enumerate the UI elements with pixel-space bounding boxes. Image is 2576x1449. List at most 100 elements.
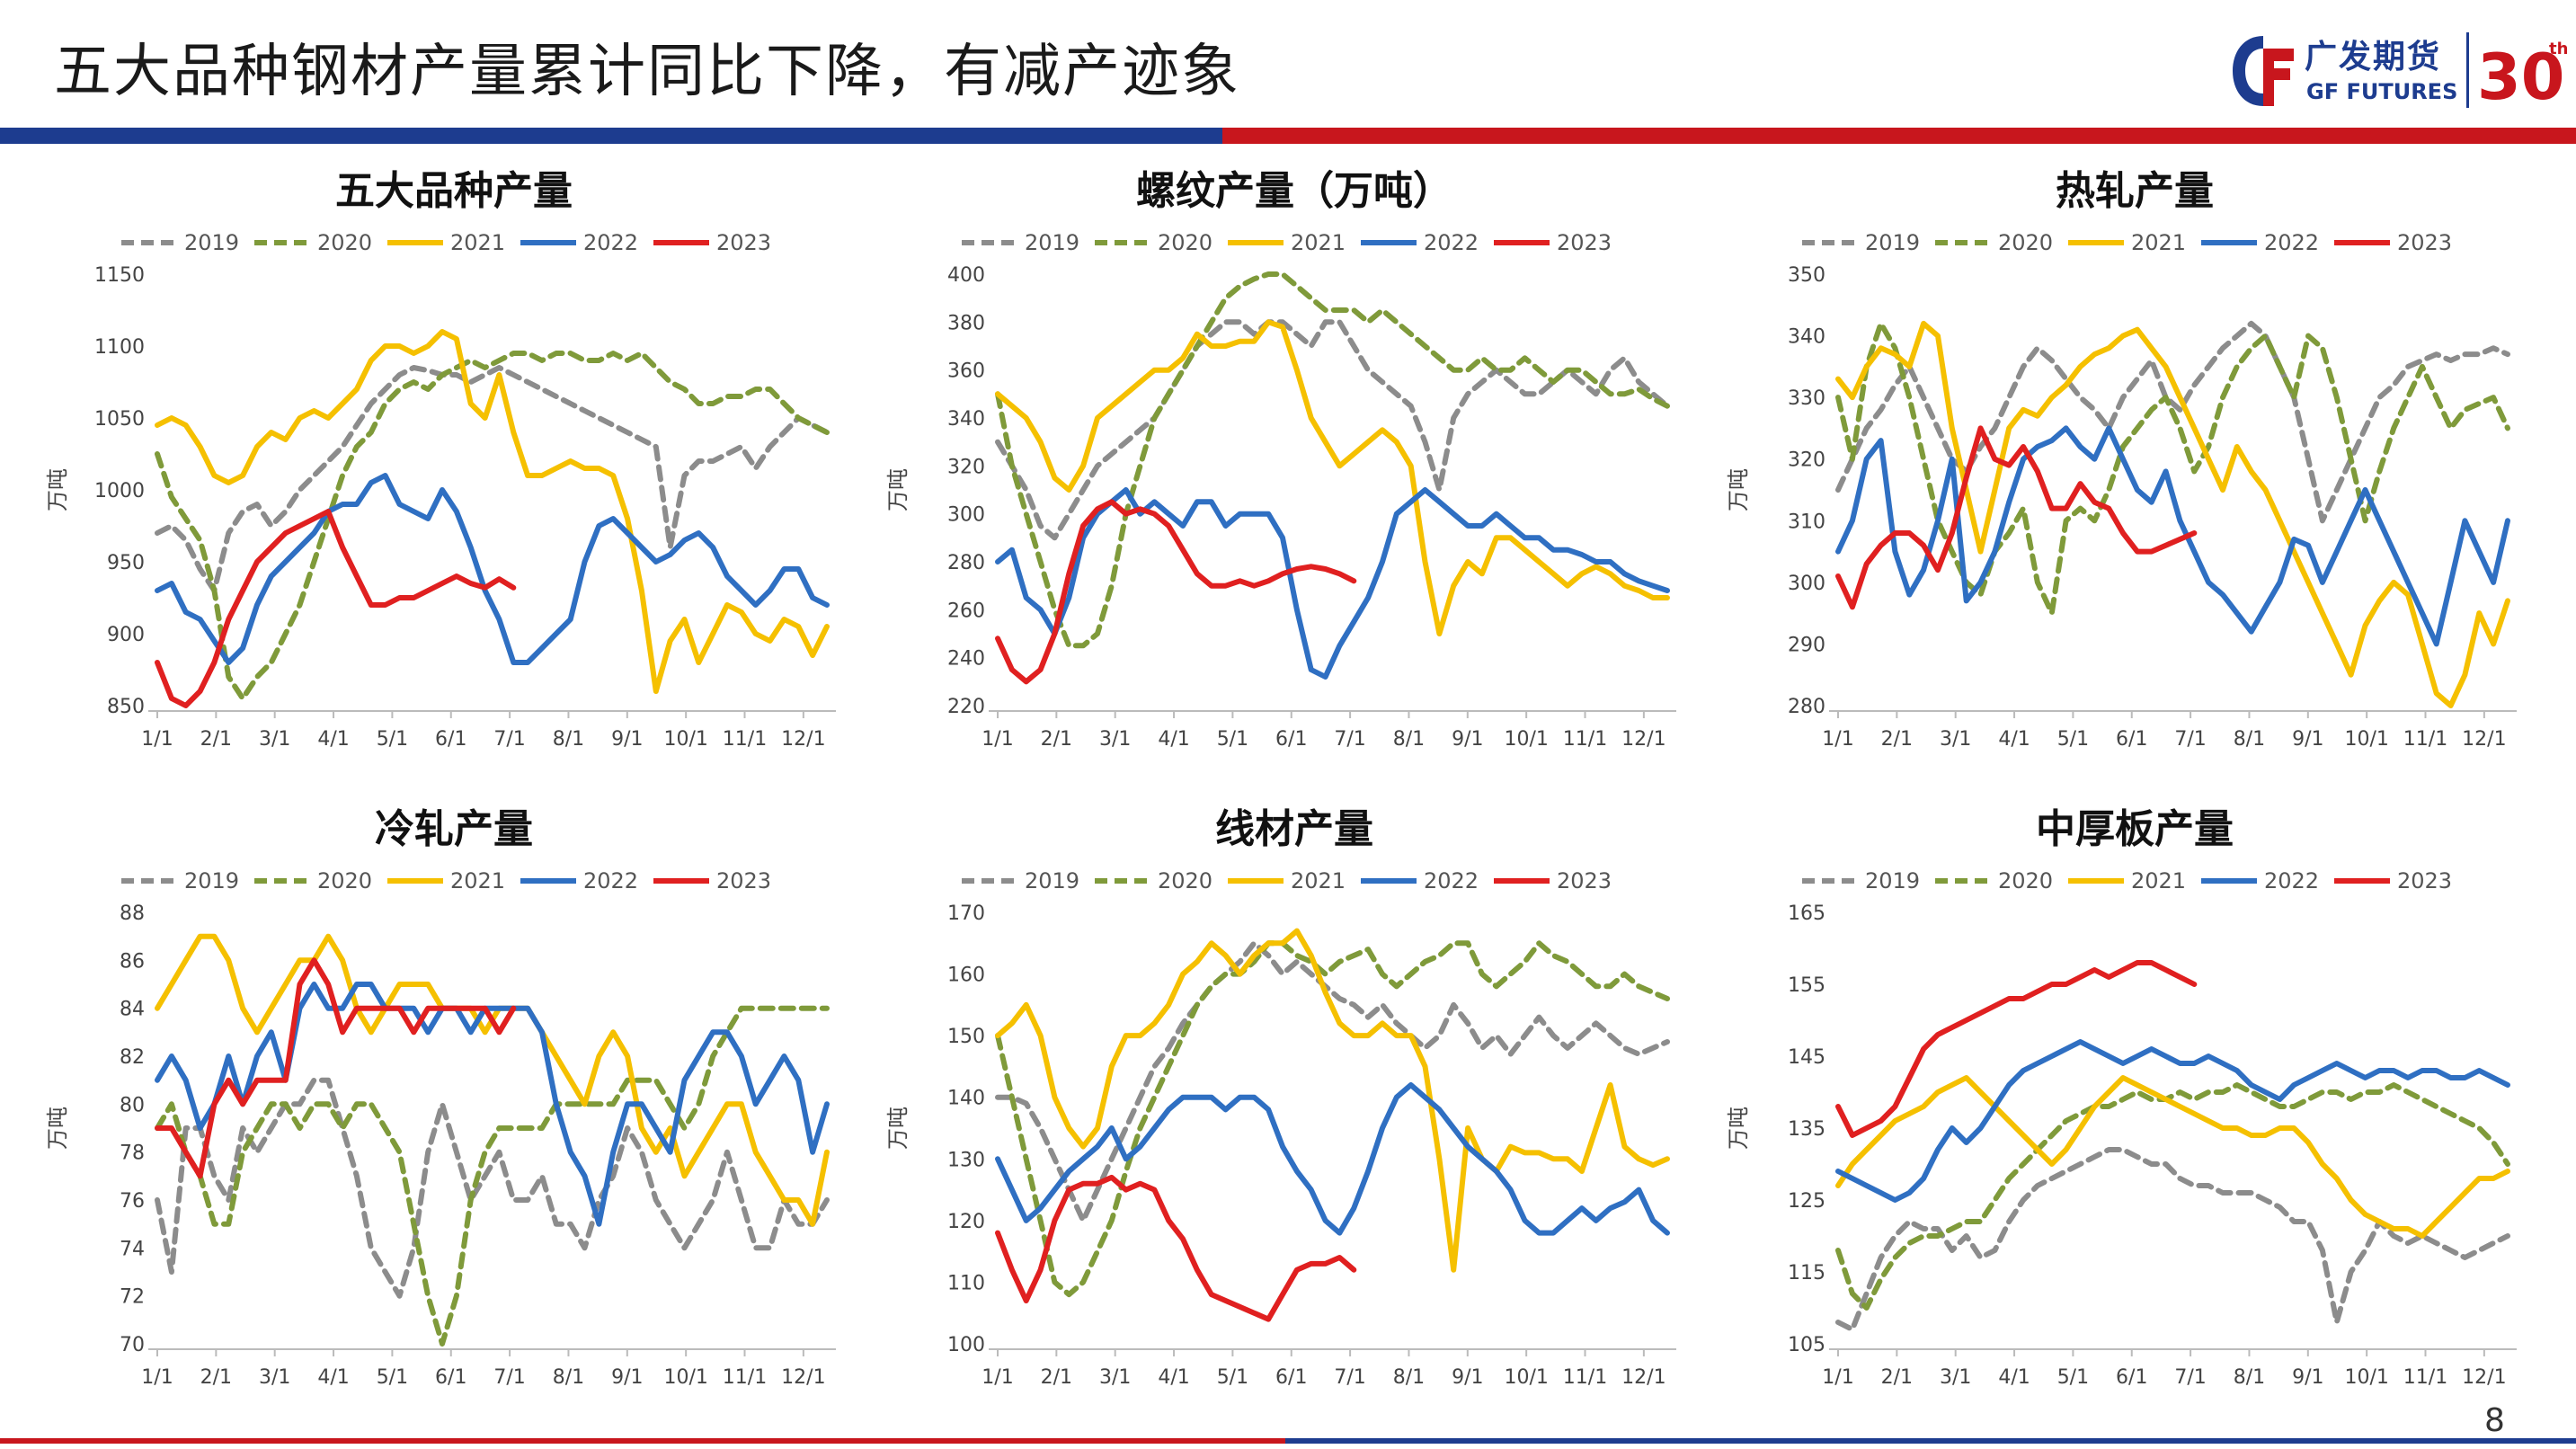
- legend-label-2021: 2021: [2131, 230, 2186, 255]
- chart-cold-rolled: 冷轧产量 2019 2020 2021 2022 2023 70 72 74 76 78 80 82 84…: [45, 806, 836, 1389]
- legend-label-2020: 2020: [1998, 230, 2053, 255]
- x-tick-label: 11/1: [1563, 728, 1607, 751]
- y-tick-label: 115: [1788, 1262, 1825, 1285]
- footer-divider-blue: [1285, 1438, 2576, 1444]
- series-line-2023: [995, 499, 1357, 685]
- footer-divider-red: [0, 1438, 1285, 1444]
- y-tick-label: 290: [1788, 634, 1825, 656]
- x-tick-label: 2/1: [1881, 1366, 1913, 1389]
- x-tick-label: 9/1: [2292, 728, 2323, 751]
- x-tick-label: 4/1: [1998, 1366, 2030, 1389]
- legend-label-2022: 2022: [2264, 230, 2319, 255]
- x-tick-label: 1/1: [141, 728, 173, 751]
- legend-label-2019: 2019: [1865, 230, 1920, 255]
- chart-title: 冷轧产量: [375, 806, 533, 852]
- series-line-2021: [995, 928, 1670, 1273]
- legend-label-2023: 2023: [1557, 868, 1612, 893]
- y-tick-label: 105: [1788, 1334, 1825, 1356]
- x-tick-label: 12/1: [781, 1366, 825, 1389]
- series-line-2020: [995, 940, 1670, 1298]
- legend-label-2020: 2020: [1998, 868, 2053, 893]
- x-tick-label: 7/1: [493, 728, 525, 751]
- x-tick-label: 3/1: [1940, 1366, 1971, 1389]
- x-tick-label: 8/1: [1393, 728, 1425, 751]
- x-tick-label: 10/1: [2344, 1366, 2388, 1389]
- y-axis-label: 万吨: [45, 468, 70, 511]
- x-tick-label: 9/1: [611, 728, 643, 751]
- x-tick-label: 4/1: [317, 728, 349, 751]
- legend-label-2020: 2020: [1158, 868, 1212, 893]
- y-tick-label: 100: [947, 1334, 985, 1356]
- x-tick-label: 12/1: [2462, 1366, 2506, 1389]
- x-tick-label: 2/1: [1041, 1366, 1072, 1389]
- series-line-2021: [1835, 320, 2510, 708]
- legend-label-2021: 2021: [450, 230, 505, 255]
- header-divider-red: [1222, 128, 2576, 144]
- chart-wire-rod: 线材产量 2019 2020 2021 2022 2023 100 110 120 130 140 1…: [885, 806, 1676, 1389]
- x-tick-label: 6/1: [1275, 728, 1307, 751]
- x-tick-label: 3/1: [1940, 728, 1971, 751]
- y-tick-label: 78: [120, 1142, 145, 1165]
- x-tick-label: 8/1: [1393, 1366, 1425, 1389]
- y-tick-label: 280: [947, 552, 985, 574]
- x-tick-label: 3/1: [1099, 1366, 1131, 1389]
- x-tick-label: 10/1: [663, 1366, 707, 1389]
- series-line-2019: [1835, 320, 2510, 524]
- legend-label-2021: 2021: [1291, 868, 1346, 893]
- y-tick-label: 88: [120, 902, 145, 925]
- chart-hot-rolled: 热轧产量 2019 2020 2021 2022 2023 280 290 300 310 320 3…: [1726, 168, 2517, 751]
- x-tick-label: 10/1: [1504, 1366, 1548, 1389]
- chart-title: 五大品种产量: [335, 168, 573, 214]
- series-line-2020: [1835, 1082, 2510, 1311]
- x-tick-label: 12/1: [781, 728, 825, 751]
- y-tick-label: 320: [947, 456, 985, 478]
- x-tick-label: 3/1: [1099, 728, 1131, 751]
- legend-label-2022: 2022: [583, 230, 638, 255]
- series-line-2023: [155, 957, 517, 1179]
- legend-label-2023: 2023: [2397, 230, 2452, 255]
- y-tick-label: 120: [947, 1211, 985, 1233]
- x-tick-label: 10/1: [663, 728, 707, 751]
- series-line-2019: [155, 365, 830, 593]
- chart-rebar: 螺纹产量（万吨） 2019 2020 2021 2022 2023 220 240 260 280…: [885, 168, 1676, 751]
- series-line-2021: [995, 319, 1670, 636]
- x-tick-label: 7/1: [1334, 728, 1365, 751]
- y-tick-label: 1100: [94, 336, 145, 359]
- series-line-2022: [995, 1082, 1670, 1236]
- x-tick-label: 11/1: [723, 728, 767, 751]
- logo-separator: [2466, 32, 2469, 108]
- x-tick-label: 5/1: [2057, 728, 2089, 751]
- anniversary-number: 30: [2477, 40, 2564, 114]
- page-number: 8: [2484, 1402, 2505, 1439]
- x-tick-label: 7/1: [1334, 1366, 1365, 1389]
- y-tick-label: 360: [947, 360, 985, 383]
- series-line-2019: [1835, 1147, 2510, 1332]
- y-tick-label: 950: [107, 552, 145, 574]
- x-tick-label: 1/1: [1822, 728, 1853, 751]
- legend-label-2022: 2022: [583, 868, 638, 893]
- y-axis-label: 万吨: [1726, 1107, 1751, 1150]
- y-axis-label: 万吨: [885, 468, 910, 511]
- x-tick-label: 2/1: [1041, 728, 1072, 751]
- x-tick-label: 4/1: [317, 1366, 349, 1389]
- series-line-2021: [1835, 1075, 2510, 1239]
- legend-label-2021: 2021: [450, 868, 505, 893]
- series-line-2019: [155, 1077, 830, 1299]
- legend-label-2019: 2019: [184, 230, 239, 255]
- chart-title: 中厚板产量: [2036, 806, 2234, 852]
- y-tick-label: 80: [120, 1094, 145, 1116]
- header-divider-blue: [0, 128, 1222, 144]
- y-tick-label: 350: [1788, 264, 1825, 287]
- x-tick-label: 2/1: [1881, 728, 1913, 751]
- x-tick-label: 2/1: [200, 728, 232, 751]
- series-line-2020: [995, 271, 1670, 649]
- y-tick-label: 170: [947, 902, 985, 925]
- chart-panel-rebar: 螺纹产量（万吨） 2019 2020 2021 2022 2023 220 240 260 280…: [876, 157, 1712, 805]
- x-tick-label: 4/1: [1158, 1366, 1189, 1389]
- y-axis-label: 万吨: [885, 1107, 910, 1150]
- series-line-2022: [155, 473, 830, 665]
- x-tick-label: 5/1: [377, 728, 408, 751]
- x-tick-label: 6/1: [435, 728, 466, 751]
- y-tick-label: 165: [1788, 902, 1825, 925]
- y-tick-label: 70: [120, 1334, 145, 1356]
